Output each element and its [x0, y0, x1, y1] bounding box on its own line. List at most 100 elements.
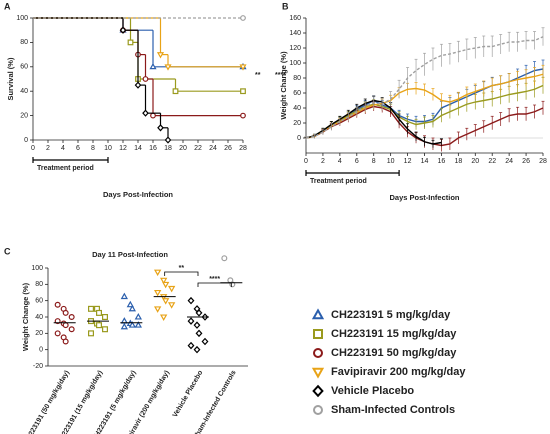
significance-label: **: [179, 265, 185, 272]
x-tick-label: 18: [454, 158, 462, 165]
x-tick-label: 24: [505, 158, 513, 165]
marker: [157, 124, 164, 132]
y-tick-label: 0: [297, 135, 301, 142]
marker: [240, 15, 246, 21]
y-tick-label: 20: [20, 112, 28, 119]
marker: [239, 64, 247, 71]
data-point: [187, 341, 195, 350]
x-tick-label: 18: [164, 145, 172, 152]
data-point: [193, 345, 201, 354]
y-tick-label: 80: [35, 281, 43, 288]
data-point: [167, 285, 176, 293]
y-tick-label: 160: [289, 15, 301, 22]
x-tick-label: 4: [338, 158, 342, 165]
x-tick-label: 26: [522, 158, 530, 165]
x-tick-label: 6: [355, 158, 359, 165]
y-axis-label: Survival (%): [6, 57, 15, 100]
marker: [156, 52, 165, 59]
data-point: [62, 338, 69, 345]
data-point: [54, 330, 61, 337]
panel-label: B: [282, 1, 289, 11]
y-axis-label: Weight Change (%): [279, 51, 288, 120]
data-point: [62, 322, 69, 329]
marker: [240, 88, 246, 95]
y-tick-label: 40: [20, 88, 28, 95]
x-tick-label: 20: [179, 145, 187, 152]
x-tick-label: CH223191 (50 mg/kg/day): [23, 369, 71, 434]
legend-label: CH223191 5 mg/kg/day: [331, 309, 451, 321]
legend-marker: [312, 384, 324, 398]
x-tick-label: 8: [91, 145, 95, 152]
treatment-label: Treatment period: [310, 178, 367, 185]
data-point: [87, 330, 94, 337]
treatment-label: Treatment period: [37, 165, 94, 172]
marker: [240, 112, 246, 119]
y-tick-label: 40: [293, 105, 301, 112]
data-point: [201, 337, 209, 346]
data-point: [62, 309, 69, 316]
significance-label: ****: [209, 276, 220, 283]
x-tick-label: 0: [304, 158, 308, 165]
y-tick-label: 60: [293, 90, 301, 97]
x-tick-label: 20: [471, 158, 479, 165]
data-point: [153, 289, 162, 297]
legend-marker: [313, 405, 323, 415]
data-point: [153, 269, 162, 277]
y-tick-label: 60: [35, 298, 43, 305]
significance-bracket: [164, 271, 199, 276]
data-point: [95, 322, 102, 329]
data-point: [195, 309, 203, 317]
legend-label: Sham-Infected Controls: [331, 404, 455, 416]
data-point: [167, 302, 176, 309]
data-point: [134, 313, 143, 320]
legend-label: Favipiravir 200 mg/kg/day: [331, 366, 466, 378]
data-point: [187, 317, 195, 325]
data-point: [120, 322, 129, 330]
y-tick-label: -20: [33, 363, 43, 370]
y-tick-label: 100: [16, 15, 28, 22]
marker: [142, 76, 149, 82]
y-tick-label: 140: [289, 30, 301, 37]
x-tick-label: 28: [239, 145, 247, 152]
y-tick-label: 20: [35, 330, 43, 337]
marker: [149, 62, 157, 70]
y-tick-label: 100: [31, 265, 43, 272]
x-tick-label: 26: [224, 145, 232, 152]
data-point: [68, 326, 75, 333]
marker: [164, 136, 172, 144]
chart-title: Day 11 Post-Infection: [92, 250, 168, 259]
data-point: [120, 292, 129, 300]
legend-marker: [313, 329, 323, 339]
x-tick-label: 2: [46, 145, 50, 152]
x-tick-label: 22: [194, 145, 202, 152]
data-point: [54, 301, 61, 308]
y-tick-label: 60: [20, 64, 28, 71]
marker: [172, 88, 179, 95]
y-axis-label: Weight Change (%): [21, 282, 30, 351]
x-tick-label: 12: [404, 158, 412, 165]
data-point: [128, 321, 137, 328]
legend-label: Vehicle Placebo: [331, 385, 414, 397]
legend-label: CH223191 50 mg/kg/day: [331, 347, 457, 359]
y-tick-label: 120: [289, 45, 301, 52]
panel-label: C: [4, 246, 11, 256]
y-tick-label: 100: [289, 60, 301, 67]
x-tick-label: 0: [31, 145, 35, 152]
data-point: [193, 321, 201, 329]
y-tick-label: 40: [35, 314, 43, 321]
data-point: [159, 277, 168, 285]
x-tick-label: 4: [61, 145, 65, 152]
data-point: [128, 304, 137, 312]
legend-label: CH223191 15 mg/kg/day: [331, 328, 457, 340]
data-point: [101, 326, 108, 333]
data-point: [68, 314, 75, 321]
marker: [150, 112, 156, 119]
data-point: [161, 298, 170, 305]
data-point: [195, 329, 203, 338]
x-tick-label: 16: [438, 158, 446, 165]
x-tick-label: 28: [539, 158, 547, 165]
y-tick-label: 0: [24, 137, 28, 144]
y-tick-label: 0: [39, 347, 43, 354]
x-tick-label: 10: [104, 145, 112, 152]
